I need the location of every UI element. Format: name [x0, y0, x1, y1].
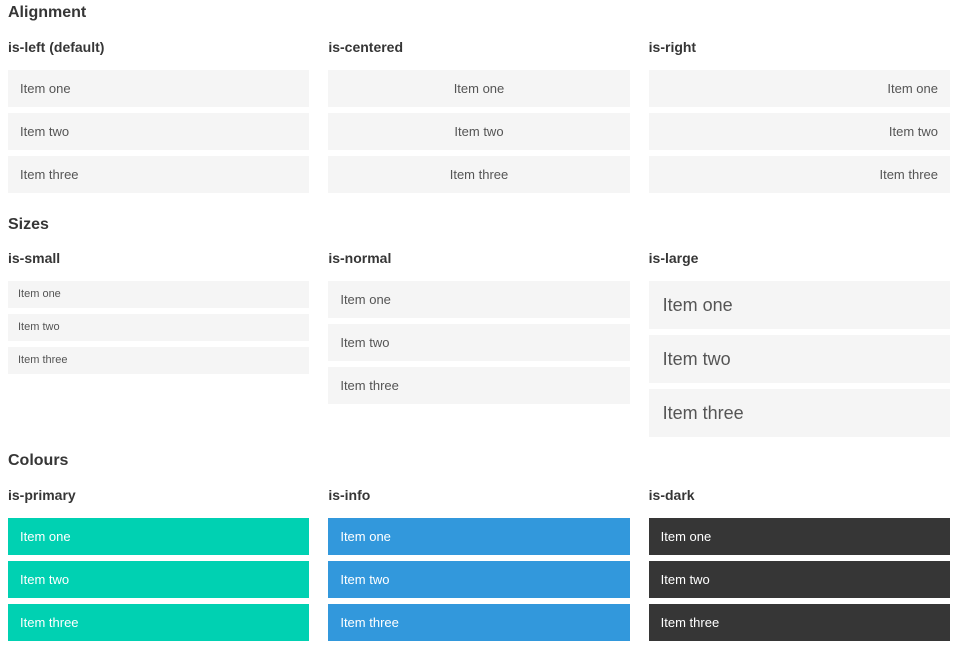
section-title: Alignment	[8, 4, 87, 21]
column-is-info: is-info Item one Item two Item three	[328, 486, 630, 647]
list-item: Item one	[8, 281, 310, 309]
list-item: Item two	[648, 112, 950, 150]
list-item: Item one	[648, 281, 950, 330]
list-item: Item three	[648, 155, 950, 193]
section-alignment: Alignment is-left (default) Item one Ite…	[8, 4, 950, 199]
block-list-normal: Item one Item two Item three	[328, 281, 630, 405]
column-label: is-normal	[328, 250, 392, 267]
column-label: is-large	[648, 250, 699, 267]
column-label: is-centered	[328, 38, 404, 55]
list-item: Item one	[328, 69, 630, 107]
list-item: Item two	[8, 314, 310, 342]
list-item: Item two	[8, 561, 310, 599]
column-is-dark: is-dark Item one Item two Item three	[648, 486, 950, 647]
column-label: is-info	[328, 486, 371, 503]
column-is-primary: is-primary Item one Item two Item three	[8, 486, 310, 647]
column-label: is-left (default)	[8, 38, 105, 55]
block-list-dark: Item one Item two Item three	[648, 518, 950, 642]
list-item: Item two	[328, 112, 630, 150]
column-is-right: is-right Item one Item two Item three	[648, 38, 950, 199]
list-item: Item three	[648, 604, 950, 642]
column-is-normal: is-normal Item one Item two Item three	[328, 250, 630, 410]
list-item: Item three	[8, 155, 310, 193]
columns-row: is-primary Item one Item two Item three …	[8, 487, 950, 647]
columns-row: is-small Item one Item two Item three is…	[8, 250, 950, 443]
column-label: is-small	[8, 250, 61, 267]
column-label: is-dark	[648, 486, 695, 503]
column-is-centered: is-centered Item one Item two Item three	[328, 38, 630, 199]
list-item: Item three	[8, 604, 310, 642]
column-is-small: is-small Item one Item two Item three	[8, 250, 310, 380]
block-list-right: Item one Item two Item three	[648, 69, 950, 193]
columns-row: is-left (default) Item one Item two Item…	[8, 39, 950, 199]
column-is-left: is-left (default) Item one Item two Item…	[8, 38, 310, 199]
column-label: is-primary	[8, 486, 76, 503]
block-list-centered: Item one Item two Item three	[328, 69, 630, 193]
list-item: Item two	[8, 112, 310, 150]
list-item: Item one	[648, 518, 950, 556]
block-list-left: Item one Item two Item three	[8, 69, 310, 193]
list-item: Item two	[328, 561, 630, 599]
list-item: Item one	[648, 69, 950, 107]
list-item: Item three	[328, 604, 630, 642]
list-item: Item one	[8, 69, 310, 107]
list-item: Item one	[328, 518, 630, 556]
list-item: Item one	[328, 281, 630, 319]
section-title: Sizes	[8, 215, 49, 233]
list-item: Item two	[328, 324, 630, 362]
column-is-large: is-large Item one Item two Item three	[648, 250, 950, 443]
section-title: Colours	[8, 452, 69, 470]
list-item: Item three	[648, 389, 950, 438]
section-sizes: Sizes is-small Item one Item two Item th…	[8, 216, 950, 444]
column-label: is-right	[648, 38, 697, 55]
list-item: Item two	[648, 335, 950, 384]
section-colours: Colours is-primary Item one Item two Ite…	[8, 452, 950, 647]
list-item: Item three	[8, 347, 310, 375]
block-list-primary: Item one Item two Item three	[8, 518, 310, 642]
list-item: Item one	[8, 518, 310, 556]
block-list-small: Item one Item two Item three	[8, 281, 310, 375]
block-list-large: Item one Item two Item three	[648, 281, 950, 438]
block-list-info: Item one Item two Item three	[328, 518, 630, 642]
list-item: Item three	[328, 367, 630, 405]
list-item: Item three	[328, 155, 630, 193]
list-item: Item two	[648, 561, 950, 599]
